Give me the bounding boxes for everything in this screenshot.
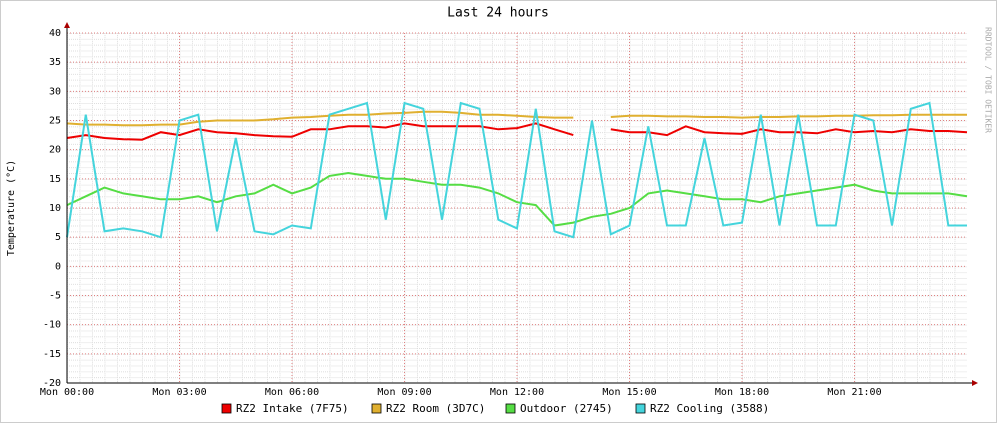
y-tick-label: 10: [49, 203, 61, 214]
x-tick-label: Mon 21:00: [827, 387, 881, 398]
x-tick-label: Mon 00:00: [40, 387, 94, 398]
series-line: [66, 101, 967, 239]
y-tick-label: -15: [43, 349, 61, 360]
series-line: [66, 171, 968, 227]
grid-layer: -20 -15 -10 -5 0 5 10 15 20 25 30 35 40 Mon 00:00 Mon …: [40, 28, 967, 398]
legend-label: RZ2 Room (3D7C): [386, 402, 485, 415]
x-tick-label: Mon 12:00: [490, 387, 544, 398]
lines-layer: [66, 101, 968, 239]
legend-label: Outdoor (2745): [520, 402, 613, 415]
legend-swatch: [371, 403, 382, 414]
chart-title: Last 24 hours: [447, 6, 549, 21]
x-tick-label: Mon 15:00: [602, 387, 656, 398]
y-tick-label: 20: [49, 145, 61, 156]
x-tick-label: Mon 18:00: [715, 387, 769, 398]
y-tick-label: -10: [43, 320, 61, 331]
y-axis-label: Temperature (°C): [6, 160, 17, 256]
axes: [66, 28, 972, 384]
y-tick-label: 35: [49, 57, 61, 68]
legend-label: RZ2 Intake (7F75): [236, 402, 349, 415]
legend: RZ2 Intake (7F75) RZ2 Room (3D7C) Outdoor …: [221, 402, 769, 415]
legend-swatch: [505, 403, 516, 414]
y-tick-label: 0: [55, 261, 61, 272]
y-tick-label: 30: [49, 86, 61, 97]
x-tick-label: Mon 06:00: [265, 387, 319, 398]
x-tick-label: Mon 03:00: [152, 387, 206, 398]
y-tick-label: 15: [49, 174, 61, 185]
y-tick-label: -20: [43, 378, 61, 389]
y-tick-label: -5: [49, 291, 61, 302]
legend-label: RZ2 Cooling (3588): [650, 402, 769, 415]
y-tick-label: 5: [55, 232, 61, 243]
legend-swatch: [221, 403, 232, 414]
y-tick-label: 25: [49, 116, 61, 127]
watermark: RRDTOOL / TOBI OETIKER: [984, 27, 993, 133]
y-tick-label: 40: [49, 28, 61, 39]
series-line: [66, 110, 967, 127]
x-tick-label: Mon 09:00: [377, 387, 431, 398]
legend-swatch: [635, 403, 646, 414]
